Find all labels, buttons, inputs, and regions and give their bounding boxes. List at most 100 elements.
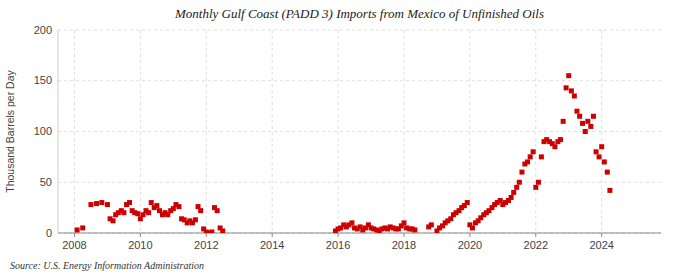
x-tick-mark <box>206 233 207 237</box>
point <box>88 202 93 207</box>
point <box>470 225 475 230</box>
point <box>349 220 354 225</box>
x-tick-label: 2024 <box>589 239 613 251</box>
point <box>607 188 612 193</box>
point <box>517 180 522 185</box>
x-grid-line <box>403 30 404 233</box>
point <box>552 144 557 149</box>
y-tick-label: 150 <box>34 74 52 86</box>
y-grid-line <box>58 182 661 183</box>
point <box>209 229 214 233</box>
point <box>577 114 582 119</box>
x-tick-mark <box>469 233 470 237</box>
point <box>558 137 563 142</box>
x-tick-label: 2016 <box>326 239 350 251</box>
x-grid-line <box>206 30 207 233</box>
point <box>569 88 574 93</box>
point <box>99 200 104 205</box>
x-grid-line <box>601 30 602 233</box>
point <box>574 109 579 114</box>
point <box>215 208 220 213</box>
point <box>597 154 602 159</box>
y-grid-line <box>58 233 661 234</box>
point <box>146 210 151 215</box>
y-grid-line <box>58 80 661 81</box>
points <box>75 73 613 233</box>
x-tick-mark <box>140 233 141 237</box>
point <box>531 149 536 154</box>
y-tick-label: 200 <box>34 24 52 36</box>
point <box>412 227 417 232</box>
point <box>572 93 577 98</box>
point <box>591 114 596 119</box>
y-axis-line <box>58 30 59 233</box>
point <box>539 154 544 159</box>
point <box>599 144 604 149</box>
y-axis-label: Thousand Barrels per Day <box>4 69 16 192</box>
y-tick-label: 100 <box>34 125 52 137</box>
x-grid-line <box>140 30 141 233</box>
y-grid-line <box>58 131 661 132</box>
y-tick-label: 50 <box>40 176 52 188</box>
grid <box>58 30 661 233</box>
point <box>135 211 140 216</box>
x-tick-label: 2010 <box>128 239 152 251</box>
point <box>561 119 566 124</box>
point <box>220 228 225 233</box>
source-note: Source: U.S. Energy Information Administ… <box>10 260 204 271</box>
point <box>75 227 80 232</box>
point <box>602 159 607 164</box>
y-tick-label: 0 <box>46 227 52 239</box>
x-tick-mark <box>74 233 75 237</box>
point <box>149 200 154 205</box>
point <box>588 124 593 129</box>
x-tick-label: 2008 <box>62 239 86 251</box>
point <box>566 73 571 78</box>
x-tick-label: 2012 <box>194 239 218 251</box>
point <box>564 85 569 90</box>
title: Monthly Gulf Coast (PADD 3) Imports from… <box>174 6 544 21</box>
x-grid-line <box>272 30 273 233</box>
point <box>154 203 159 208</box>
x-tick-mark <box>601 233 602 237</box>
point <box>519 170 524 175</box>
x-grid-line <box>338 30 339 233</box>
x-tick-mark <box>272 233 273 237</box>
point <box>105 202 110 207</box>
y-grid-line <box>58 30 661 31</box>
point <box>528 154 533 159</box>
point <box>605 170 610 175</box>
point <box>111 218 116 223</box>
x-tick-label: 2022 <box>524 239 548 251</box>
point <box>121 210 126 215</box>
point <box>511 190 516 195</box>
point <box>514 185 519 190</box>
point <box>536 180 541 185</box>
point <box>465 200 470 205</box>
point <box>401 220 406 225</box>
point <box>429 222 434 227</box>
point <box>127 200 132 205</box>
x-tick-mark <box>338 233 339 237</box>
point <box>594 149 599 154</box>
point <box>583 129 588 134</box>
x-axis-line <box>58 233 661 234</box>
point <box>80 225 85 230</box>
point <box>525 159 530 164</box>
x-tick-mark <box>403 233 404 237</box>
x-tick-label: 2020 <box>458 239 482 251</box>
x-grid-line <box>74 30 75 233</box>
point <box>193 217 198 222</box>
point <box>198 208 203 213</box>
point <box>585 119 590 124</box>
point <box>509 195 514 200</box>
x-tick-label: 2014 <box>260 239 284 251</box>
x-tick-label: 2018 <box>392 239 416 251</box>
point <box>94 201 99 206</box>
x-grid-line <box>535 30 536 233</box>
chart: 0 50 100 150 200 2008 2010 2012 2014 2016 2018 2020… <box>0 0 675 275</box>
point <box>533 185 538 190</box>
point <box>580 121 585 126</box>
x-tick-mark <box>535 233 536 237</box>
point <box>176 204 181 209</box>
